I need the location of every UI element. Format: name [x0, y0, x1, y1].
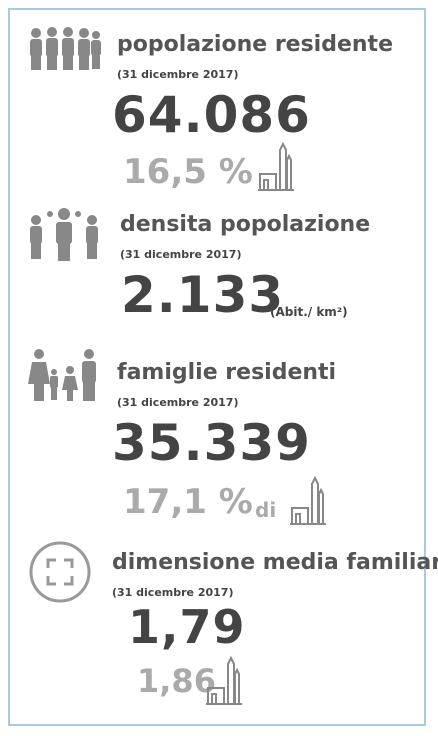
date: (31 dicembre 2017)	[120, 248, 242, 261]
people-icon	[30, 208, 98, 261]
family-icon	[28, 349, 96, 401]
tower-icon	[204, 656, 244, 706]
share-suffix: di	[255, 498, 277, 522]
share: 17,1 %	[123, 482, 253, 522]
value: 1,79	[128, 600, 246, 654]
value: 64.086	[112, 86, 311, 144]
date: (31 dicembre 2017)	[112, 586, 234, 599]
title: popolazione residente	[117, 32, 393, 57]
title: dimensione media familiare	[112, 550, 438, 575]
share: 16,5 %	[123, 152, 253, 192]
frame	[8, 8, 426, 726]
people-icon	[30, 27, 101, 70]
tower-icon	[256, 142, 296, 192]
tower-icon	[288, 476, 328, 526]
size-icon	[29, 541, 91, 603]
title: densita popolazione	[120, 212, 371, 237]
value: 35.339	[112, 414, 311, 472]
date: (31 dicembre 2017)	[117, 68, 239, 81]
unit: (Abit./ km²)	[270, 305, 348, 319]
title: famiglie residenti	[117, 360, 337, 385]
value: 2.133	[121, 266, 285, 324]
date: (31 dicembre 2017)	[117, 396, 239, 409]
share: 1,86	[137, 662, 216, 700]
